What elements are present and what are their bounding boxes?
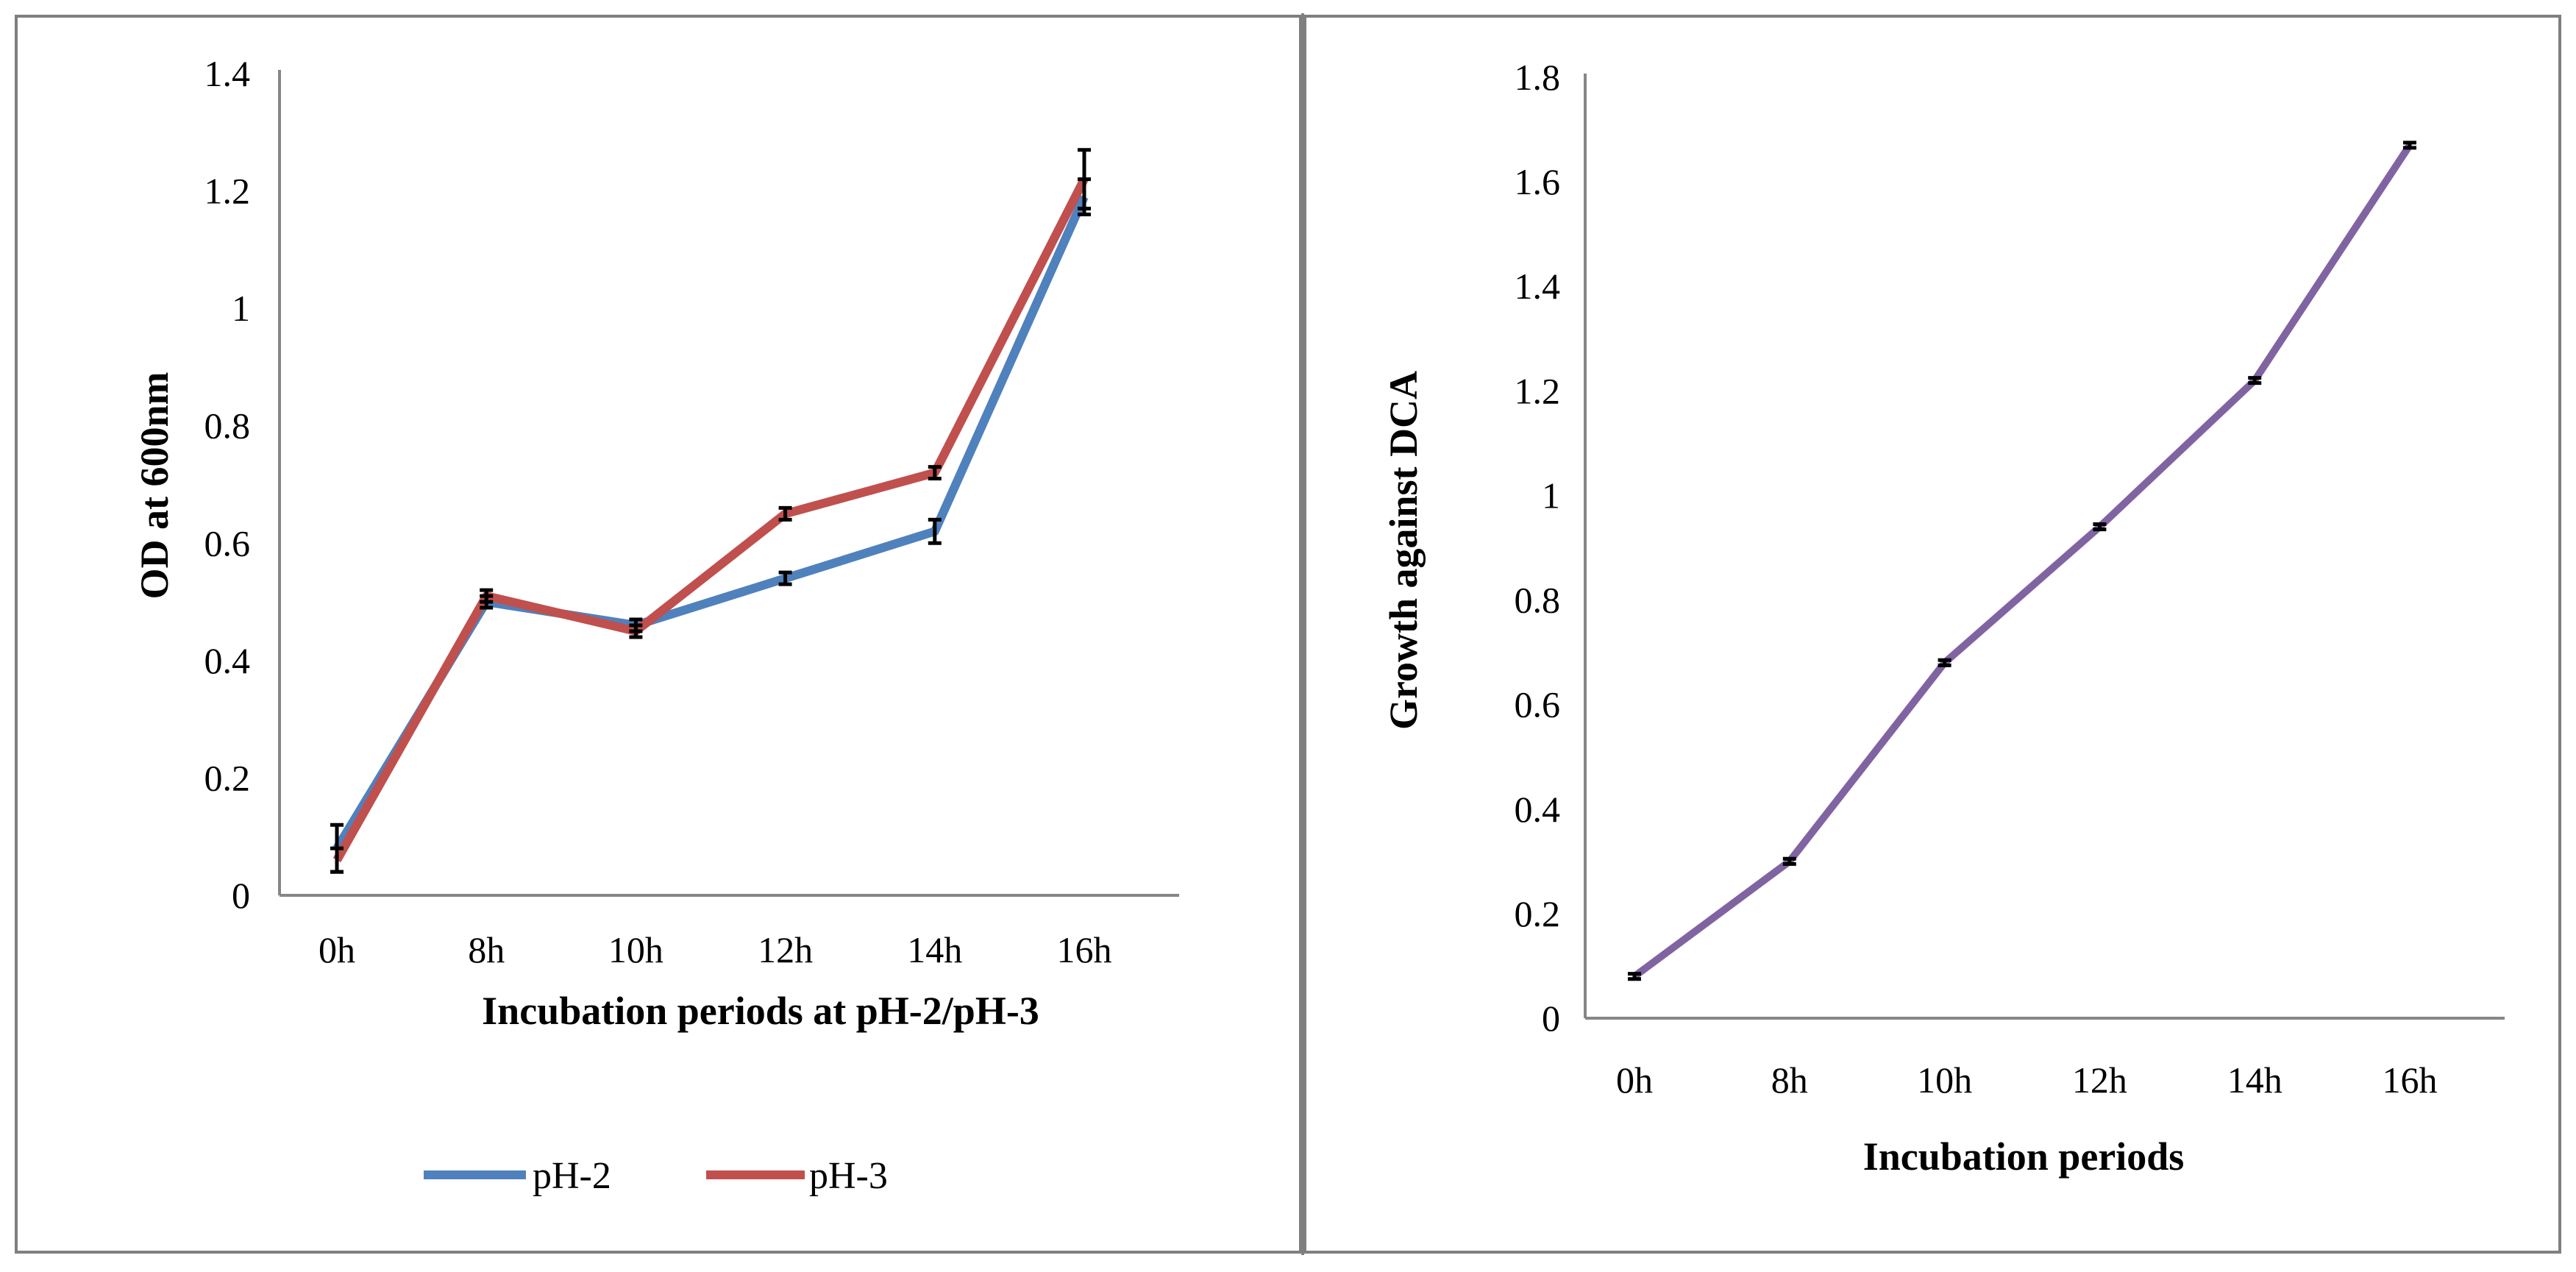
x-tick-label: 10h (608, 929, 663, 970)
legend-label-ph-3: pH-3 (809, 1155, 888, 1197)
x-tick-label: 8h (468, 929, 505, 970)
right-panel-border (1303, 15, 2561, 1254)
y-tick-label: 1 (1542, 475, 1560, 516)
series-line-ph-3 (332, 177, 1089, 863)
x-tick-label: 8h (1771, 1059, 1808, 1101)
dca-chart: Incubation periods Growth against DCA 0 0… (1381, 57, 2505, 1179)
y-tick-label: 1 (232, 288, 250, 329)
y-tick-label: 0.2 (204, 757, 251, 798)
y-tick-label: 0.6 (204, 522, 251, 564)
x-tick-label: 16h (2383, 1059, 2438, 1101)
x-tick-label: 14h (907, 929, 962, 970)
od-chart: Incubation periods at pH-2/pH-3 OD at 60… (132, 53, 1179, 1197)
y-axis-title: Growth against DCA (1381, 371, 1426, 730)
x-tick-label: 0h (319, 929, 355, 970)
legend-label-ph-2: pH-2 (533, 1155, 611, 1197)
y-tick-label: 1.2 (204, 171, 251, 212)
y-tick-label: 1.4 (1515, 266, 1561, 307)
x-tick-label: 0h (1616, 1059, 1653, 1101)
x-axis-title: Incubation periods at pH-2/pH-3 (482, 989, 1039, 1033)
y-tick-label: 0.6 (1515, 684, 1561, 725)
y-tick-label: 0.2 (1515, 893, 1561, 934)
y-axis-title: OD at 600nm (132, 372, 177, 599)
y-tick-label: 0.8 (1515, 580, 1561, 621)
y-tick-label: 0 (232, 875, 250, 916)
x-tick-label: 14h (2227, 1059, 2283, 1101)
x-axis-title: Incubation periods (1863, 1134, 2185, 1179)
y-tick-label: 1.4 (204, 53, 251, 94)
x-tick-label: 12h (758, 929, 813, 970)
series-line-ph-2 (332, 195, 1089, 851)
x-tick-label: 16h (1057, 929, 1112, 970)
y-tick-label: 1.8 (1515, 57, 1561, 98)
series-line-dca (1632, 143, 2413, 980)
y-tick-label: 0.8 (204, 405, 251, 447)
left-panel-border (15, 15, 1302, 1254)
y-tick-label: 0 (1542, 998, 1560, 1039)
y-tick-label: 1.6 (1515, 161, 1561, 202)
y-tick-label: 0.4 (204, 640, 251, 681)
legend: pH-2 pH-3 (424, 1155, 888, 1197)
y-tick-label: 1.2 (1515, 370, 1561, 411)
x-tick-label: 10h (1917, 1059, 1972, 1101)
x-tick-label: 12h (2072, 1059, 2127, 1101)
y-tick-label: 0.4 (1515, 789, 1561, 830)
